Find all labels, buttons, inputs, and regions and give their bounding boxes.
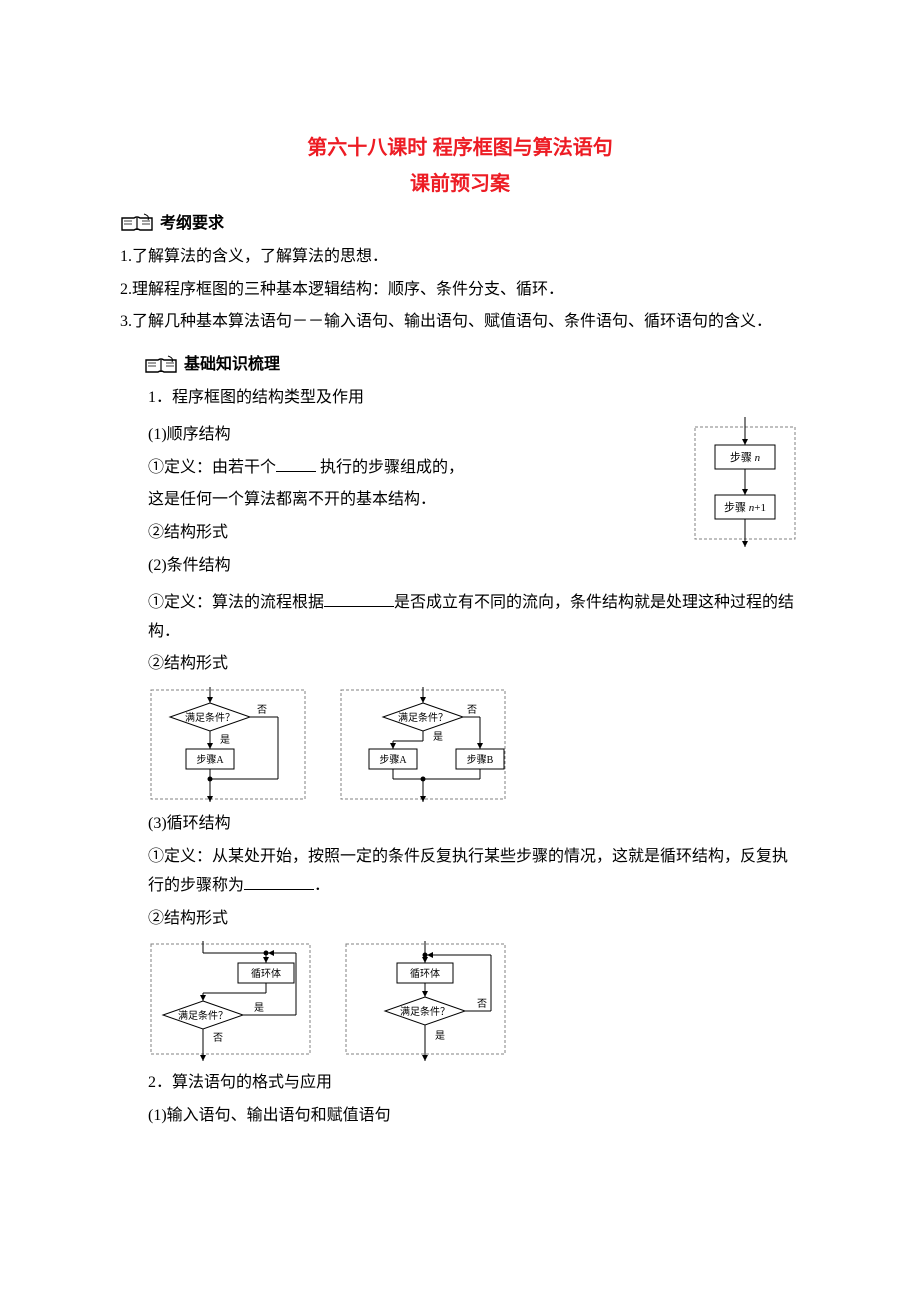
- basics-p2-form: ②结构形式: [148, 650, 800, 679]
- basics-h2-p1: (1)输入语句、输出语句和赋值语句: [148, 1102, 800, 1131]
- blank-3: [244, 874, 314, 890]
- svg-text:满足条件？: 满足条件？: [398, 711, 448, 724]
- basics-p1-def-c: 这是任何一个算法都离不开的基本结构．: [148, 486, 670, 515]
- section-requirements-header: 考纲要求: [120, 210, 800, 239]
- svg-text:步骤 n+1: 步骤 n+1: [724, 501, 766, 514]
- blank-2: [324, 591, 394, 607]
- section-basics-title: 基础知识梳理: [184, 351, 280, 380]
- section-requirements-title: 考纲要求: [160, 210, 224, 239]
- basics-h2: 2．算法语句的格式与应用: [148, 1069, 800, 1098]
- condition-diagrams: 满足条件？ 否 是 步骤A 满足条件？ 否 是 步骤A 步骤B: [148, 687, 800, 802]
- svg-text:否: 否: [213, 1032, 223, 1044]
- requirement-2: 2.理解程序框图的三种基本逻辑结构：顺序、条件分支、循环．: [120, 276, 800, 305]
- svg-text:否: 否: [257, 704, 267, 716]
- title-line-2: 课前预习案: [120, 166, 800, 202]
- loop-diagrams: 循环体 满足条件？ 是 否 循环体 满足条件？ 否 是: [148, 941, 800, 1061]
- svg-text:满足条件？: 满足条件？: [185, 711, 235, 724]
- book-icon: [144, 354, 178, 378]
- basics-p3-label: (3)循环结构: [148, 810, 800, 839]
- basics-p3-form: ②结构形式: [148, 905, 800, 934]
- svg-text:步骤 n: 步骤 n: [730, 451, 761, 464]
- condition-diagram-2: 满足条件？ 否 是 步骤A 步骤B: [338, 687, 508, 802]
- svg-text:满足条件？: 满足条件？: [178, 1009, 228, 1022]
- basics-p2-def-a: ①定义：算法的流程根据: [148, 594, 324, 611]
- loop-diagram-1: 循环体 满足条件？ 是 否: [148, 941, 313, 1061]
- requirement-1: 1.了解算法的含义，了解算法的思想．: [120, 243, 800, 272]
- basics-h1: 1．程序框图的结构类型及作用: [148, 384, 800, 413]
- basics-p1-form: ②结构形式: [148, 519, 670, 548]
- svg-text:循环体: 循环体: [410, 967, 440, 980]
- book-icon: [120, 212, 154, 236]
- svg-text:是: 是: [433, 731, 443, 743]
- basics-p1-def-a: ①定义：由若干个: [148, 459, 276, 476]
- requirement-3: 3.了解几种基本算法语句－－输入语句、输出语句、赋值语句、条件语句、循环语句的含…: [120, 308, 800, 337]
- svg-text:否: 否: [477, 998, 487, 1010]
- basics-p3-def: ①定义：从某处开始，按照一定的条件反复执行某些步骤的情况，这就是循环结构，反复执…: [148, 843, 800, 901]
- svg-text:步骤A: 步骤A: [196, 754, 224, 766]
- title-line-1: 第六十八课时 程序框图与算法语句: [120, 130, 800, 166]
- basics-p3-def-b: ．: [314, 877, 330, 894]
- section-basics-header: 基础知识梳理: [144, 351, 800, 380]
- svg-text:满足条件？: 满足条件？: [400, 1005, 450, 1018]
- blank-1: [276, 456, 316, 472]
- basics-p1-label: (1)顺序结构: [148, 421, 670, 450]
- svg-text:是: 是: [435, 1030, 445, 1042]
- svg-text:循环体: 循环体: [251, 967, 281, 980]
- svg-text:步骤B: 步骤B: [467, 754, 494, 766]
- basics-p1-def: ①定义：由若干个 执行的步骤组成的，: [148, 454, 670, 483]
- svg-text:是: 是: [220, 734, 230, 746]
- basics-p2-label: (2)条件结构: [148, 552, 670, 581]
- svg-text:是: 是: [254, 1002, 264, 1014]
- loop-diagram-2: 循环体 满足条件？ 否 是: [343, 941, 508, 1061]
- basics-p2-def: ①定义：算法的流程根据是否成立有不同的流向，条件结构就是处理这种过程的结构．: [148, 589, 800, 647]
- condition-diagram-1: 满足条件？ 否 是 步骤A: [148, 687, 308, 802]
- basics-p1-def-b: 执行的步骤组成的，: [316, 459, 464, 476]
- svg-text:否: 否: [467, 704, 477, 716]
- svg-text:步骤A: 步骤A: [379, 754, 407, 766]
- sequence-diagram: 步骤 n 步骤 n+1: [690, 417, 800, 558]
